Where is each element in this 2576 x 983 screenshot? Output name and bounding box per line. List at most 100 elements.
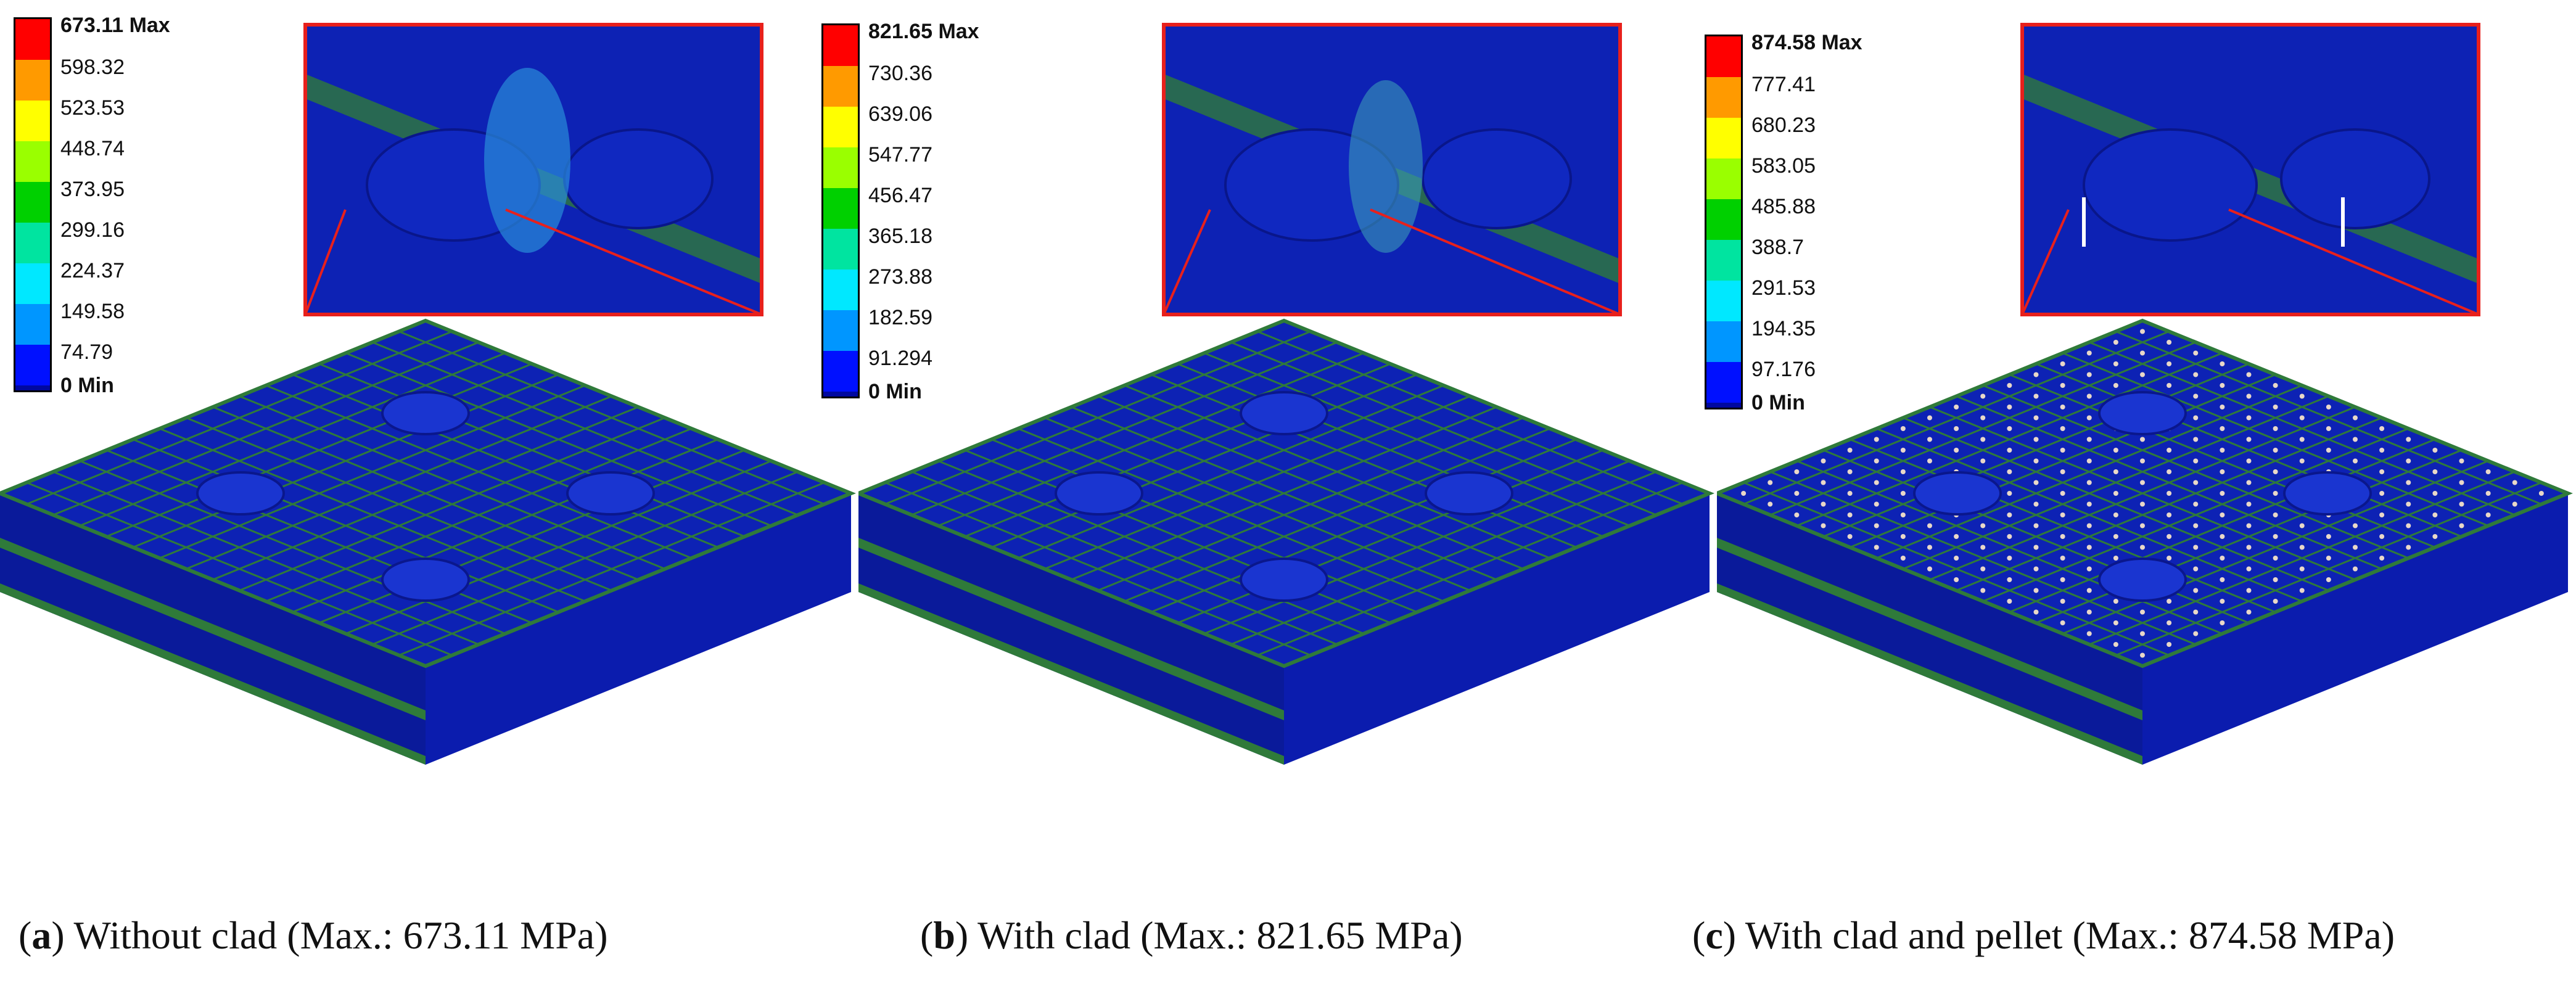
pellet-dot (2193, 566, 2199, 572)
legend-max-label: 673.11 Max (60, 14, 170, 37)
stress-hotspot (1349, 80, 1423, 253)
grid-line (318, 363, 746, 538)
grid-line (1177, 449, 1604, 624)
legend-level-8: 91.294 (868, 347, 932, 370)
legend-bar-c (1705, 35, 1743, 409)
pellet-dot (1927, 415, 1932, 421)
grid-line (1204, 460, 1631, 635)
grid-line (1257, 482, 1684, 656)
pellet-dot (1874, 437, 1879, 442)
pellet-dot (2167, 534, 2172, 539)
pellet-dot (2086, 458, 2092, 464)
pellet-dot (2167, 448, 2172, 453)
pellet-dot (2033, 566, 2039, 572)
pellet-dot (1954, 405, 1959, 409)
pellet-dot (2007, 512, 2012, 517)
pellet-dot (2353, 545, 2358, 550)
pellet-dot (2113, 383, 2118, 388)
pellet-dot (2379, 556, 2385, 561)
pellet-dot (2326, 448, 2331, 453)
pellet-dot (2353, 566, 2358, 572)
pellet-dot (2273, 534, 2278, 539)
pellet-dot (2299, 566, 2305, 572)
pellet-dot (2033, 480, 2039, 485)
legend-bar-a (14, 17, 52, 392)
pellet-dot (2140, 350, 2145, 356)
zoom-connector (2228, 208, 2479, 316)
grid-line (1150, 374, 1577, 548)
grid-line (2009, 374, 2435, 548)
pellet-dot (2167, 491, 2172, 496)
plate-render-a (0, 23, 856, 765)
pellet-dot (2406, 458, 2411, 464)
zoom-inset (303, 23, 763, 316)
pellet-dot (1847, 448, 1853, 453)
pellet-dot (2406, 480, 2411, 485)
pellet-dot (2113, 491, 2118, 496)
pellet-dot (2273, 599, 2278, 604)
pellet-dot (2060, 620, 2065, 625)
pellet-dot (2220, 534, 2225, 539)
plate-side-band (0, 538, 426, 720)
pellet-dot (2512, 501, 2517, 507)
pellet-dot (2432, 491, 2438, 496)
caption-text: ) With clad (Max.: 821.65 MPa) (955, 913, 1463, 957)
pellet-dot (1847, 491, 1853, 496)
pellet-dot (2007, 469, 2012, 474)
pellet-dot (2167, 383, 2172, 388)
pellet-dot (2033, 609, 2039, 615)
pellet-dot (2326, 534, 2331, 539)
pellet-dot (2167, 361, 2172, 366)
stress-hotspot (484, 68, 570, 253)
inset-frame (303, 23, 763, 316)
guide-tube (2283, 471, 2372, 516)
pellet-dot (2033, 415, 2039, 421)
legend-level-2: 639.06 (868, 102, 932, 126)
zoom-connector (505, 208, 762, 316)
guide-tube (1240, 557, 1328, 602)
pellet-dot (2485, 469, 2491, 474)
pellet-dot (2406, 545, 2411, 550)
pellet-dot (2246, 480, 2252, 485)
grid-line (1956, 395, 2382, 570)
pellet-dot (1821, 480, 1826, 485)
inset-tube (563, 128, 714, 229)
grid-line (2089, 471, 2516, 646)
pellet-dot (2379, 534, 2385, 539)
plate-render-b (858, 23, 1714, 765)
pellet-dot (1927, 437, 1932, 442)
legend-bar-b (821, 23, 860, 398)
pellet-dot (2060, 556, 2065, 561)
pellet-dot (2033, 545, 2039, 550)
pellet-dot (1900, 426, 1906, 431)
pellet-dot (1980, 588, 1986, 593)
pellet-dot (2273, 383, 2278, 388)
plate-side-band (858, 538, 1284, 720)
grid-line (1097, 395, 1524, 570)
pellet-dot (1954, 534, 1959, 539)
pellet-dot (1874, 523, 1879, 529)
legend-level-5: 299.16 (60, 218, 125, 242)
pellet-dot (2060, 469, 2065, 474)
pellet-dot (2512, 480, 2517, 485)
pellet-dot (2113, 620, 2118, 625)
grid-line (1956, 417, 2382, 591)
pellet-dot (2246, 393, 2252, 399)
pellet-dot (2140, 329, 2145, 334)
pellet-dot (1900, 512, 1906, 517)
pellet-dot (2273, 491, 2278, 496)
pellet-dot (2140, 480, 2145, 485)
grid-line (1177, 363, 1604, 538)
pellet-dot (1874, 480, 1879, 485)
pellet-dot (2246, 458, 2252, 464)
grid-line (372, 341, 799, 516)
pellet-dot (2033, 372, 2039, 377)
pellet-dot (2113, 512, 2118, 517)
pellet-dot (2220, 556, 2225, 561)
legend-level-7: 194.35 (1751, 317, 1816, 340)
pellet-dot (2033, 393, 2039, 399)
pellet-dot (2326, 426, 2331, 431)
plate-side-base (1717, 583, 2142, 765)
grid-line (2035, 449, 2463, 624)
legend-max-label: 874.58 Max (1751, 31, 1862, 54)
